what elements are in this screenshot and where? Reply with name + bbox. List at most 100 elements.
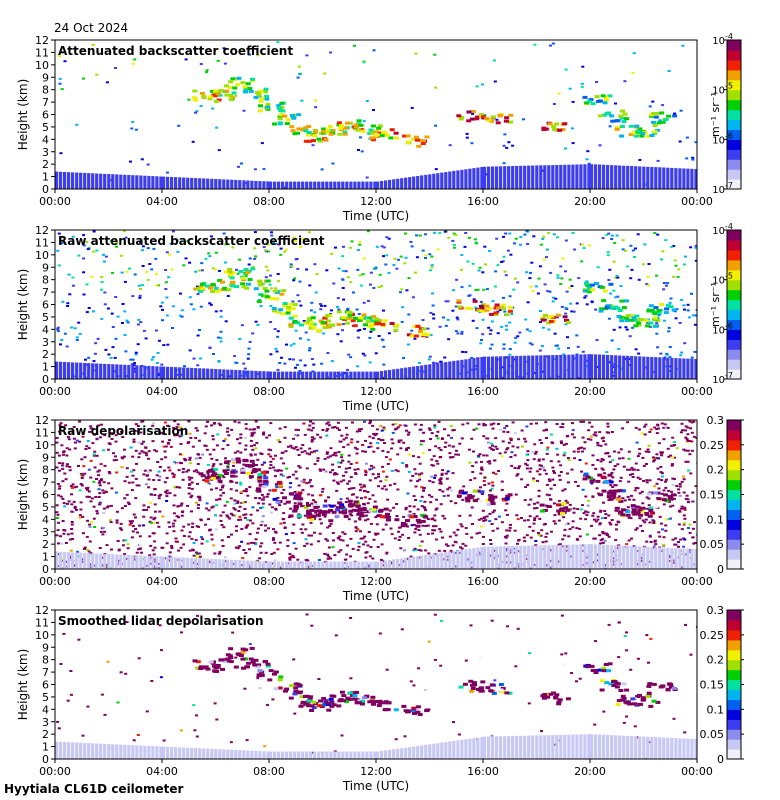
noise-pixel (65, 454, 69, 457)
noise-pixel (379, 558, 383, 561)
cloud-cell (291, 116, 297, 120)
colorbar-cell (727, 344, 741, 348)
noise-pixel (354, 530, 358, 533)
noise-pixel (458, 442, 462, 445)
boundary-layer-cell (238, 370, 242, 379)
cloud-cell (277, 115, 283, 119)
noise-pixel (214, 310, 218, 313)
boundary-layer-cell (361, 371, 365, 379)
noise-pixel (342, 474, 345, 477)
noise-pixel (686, 460, 690, 463)
noise-pixel (418, 473, 421, 476)
noise-pixel (329, 447, 333, 450)
noise-pixel (249, 472, 253, 474)
noise-pixel (321, 429, 325, 431)
noise-pixel (601, 237, 605, 240)
noise-pixel (239, 451, 243, 454)
noise-pixel (196, 563, 200, 566)
noise-pixel (526, 243, 530, 245)
noise-pixel (75, 485, 79, 488)
boundary-layer-cell (353, 371, 357, 379)
cloud-cell (217, 279, 223, 282)
noise-pixel (584, 510, 588, 513)
noise-pixel (666, 282, 670, 285)
noise-pixel (157, 470, 161, 473)
cloud-cell (256, 487, 261, 491)
noise-pixel (364, 556, 368, 559)
noise-pixel (407, 343, 410, 346)
boundary-layer-cell (598, 164, 602, 189)
noise-pixel (657, 457, 661, 460)
noise-pixel (397, 530, 401, 533)
boundary-layer-cell (587, 164, 591, 189)
boundary-layer-cell (515, 545, 519, 569)
noise-pixel (57, 542, 60, 545)
boundary-layer-cell (103, 553, 107, 569)
cloud-cell (496, 306, 502, 310)
noise-pixel (292, 279, 296, 282)
noise-pixel (367, 565, 371, 568)
y-tick-label: 3 (42, 336, 49, 349)
noise-pixel (316, 457, 320, 460)
boundary-layer-cell (468, 168, 472, 189)
noise-pixel (356, 329, 360, 332)
noise-pixel (592, 537, 596, 540)
noise-pixel (580, 470, 583, 473)
noise-pixel (270, 231, 273, 234)
noise-pixel (156, 461, 160, 463)
noise-pixel (229, 488, 233, 491)
boundary-layer-cell (321, 371, 325, 379)
noise-pixel (168, 551, 172, 554)
noise-pixel (57, 494, 61, 497)
noise-pixel (222, 526, 226, 529)
boundary-layer-cell (202, 368, 206, 379)
boundary-layer-cell (329, 561, 333, 569)
noise-pixel (534, 540, 538, 542)
noise-pixel (83, 472, 87, 475)
boundary-layer-cell (376, 561, 380, 569)
noise-pixel (372, 49, 376, 52)
noise-pixel (188, 296, 192, 299)
noise-pixel (103, 260, 106, 263)
noise-pixel (679, 431, 683, 434)
cloud-cell (201, 95, 207, 98)
noise-pixel (214, 251, 218, 254)
noise-pixel (119, 254, 123, 257)
noise-pixel (158, 466, 162, 468)
noise-pixel (594, 467, 598, 470)
noise-pixel (305, 542, 309, 545)
noise-pixel (533, 507, 536, 510)
noise-pixel (614, 296, 618, 299)
boundary-layer-cell (190, 367, 194, 379)
noise-pixel (78, 420, 82, 423)
boundary-layer-cell (452, 360, 456, 379)
noise-pixel (218, 498, 222, 501)
boundary-layer-cell (254, 370, 258, 379)
cloud-cell (466, 119, 472, 123)
noise-pixel (535, 470, 539, 473)
noise-pixel (232, 464, 235, 467)
noise-pixel (379, 425, 383, 427)
noise-pixel (165, 251, 169, 254)
noise-pixel (283, 186, 287, 189)
noise-pixel (488, 520, 492, 523)
cloud-cell (265, 102, 271, 106)
boundary-layer-cell (468, 358, 472, 379)
noise-pixel (611, 486, 615, 488)
noise-pixel (656, 233, 660, 236)
boundary-layer-cell (115, 364, 119, 379)
noise-pixel (63, 60, 67, 63)
noise-pixel (579, 517, 583, 520)
noise-pixel (86, 486, 90, 489)
noise-pixel (441, 536, 444, 539)
cloud-cell (659, 303, 665, 306)
boundary-layer-cell (341, 181, 345, 189)
noise-pixel (532, 477, 536, 480)
noise-pixel (93, 526, 97, 528)
noise-pixel (359, 537, 363, 540)
boundary-layer-cell (610, 545, 614, 569)
noise-pixel (326, 553, 329, 556)
noise-pixel (319, 303, 322, 305)
noise-pixel (433, 529, 437, 532)
noise-pixel (78, 489, 82, 492)
